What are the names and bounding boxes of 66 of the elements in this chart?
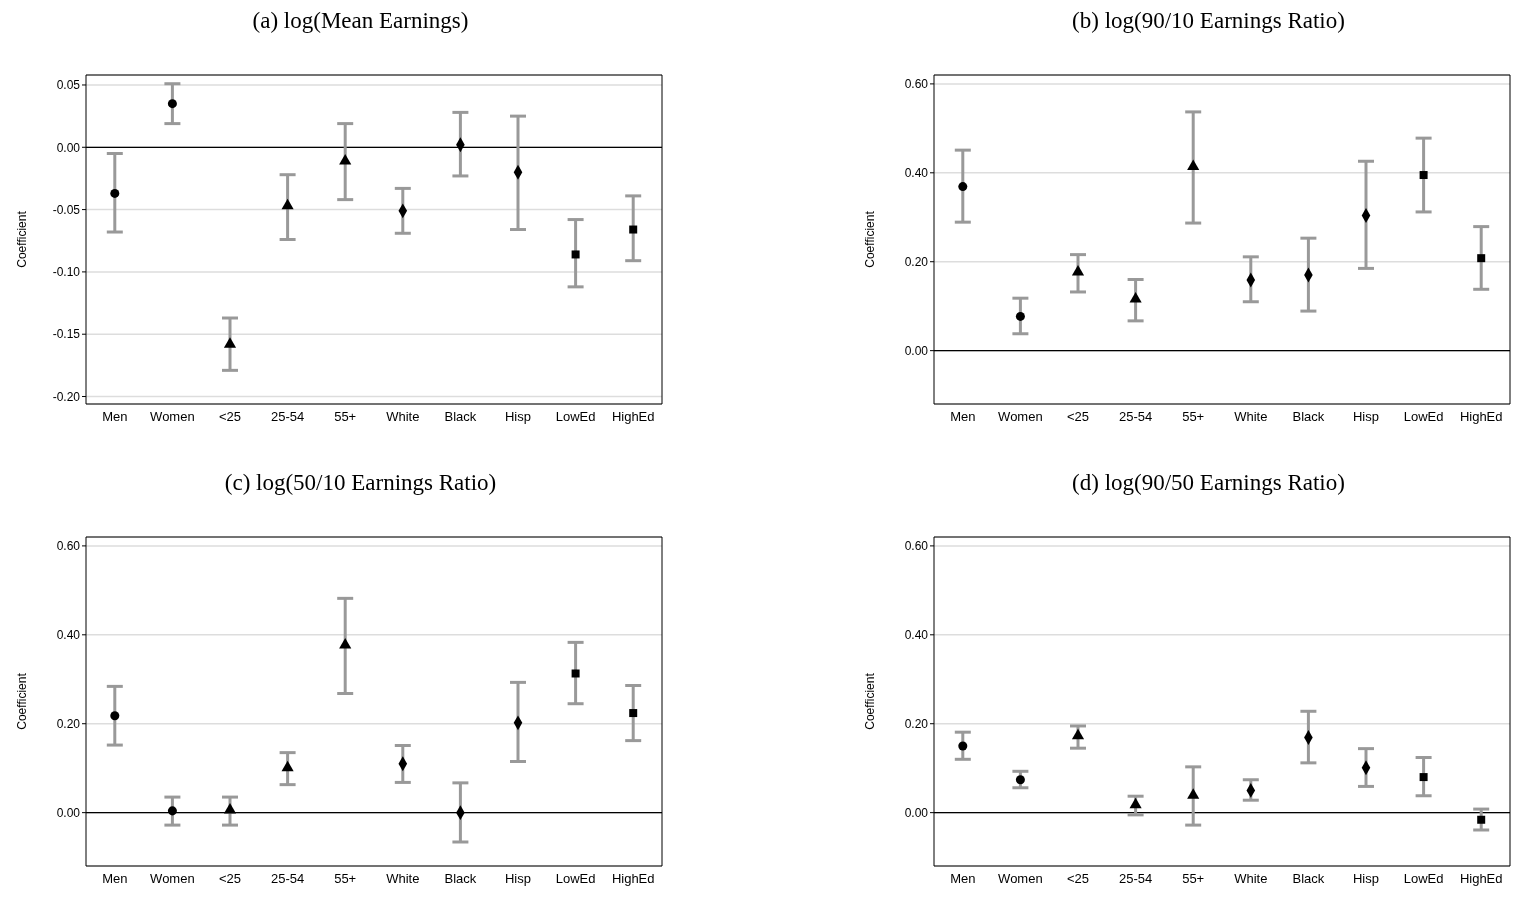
x-tick-label: Hisp bbox=[504, 871, 532, 887]
x-tick-label: HighEd bbox=[1459, 409, 1503, 425]
x-tick-label: 55+ bbox=[334, 871, 357, 887]
y-tick-label: 0.60 bbox=[904, 539, 929, 554]
x-tick-label: Hisp bbox=[504, 409, 532, 425]
x-tick-label: 25-54 bbox=[1118, 871, 1153, 887]
x-tick-label: <25 bbox=[1066, 871, 1090, 887]
x-tick-label: HighEd bbox=[611, 409, 655, 425]
y-tick-label: 0.40 bbox=[56, 628, 81, 643]
y-tick-label: -0.20 bbox=[52, 389, 81, 404]
y-tick-label: 0.00 bbox=[56, 805, 81, 820]
x-tick-label: 55+ bbox=[334, 409, 357, 425]
x-tick-label: Hisp bbox=[1352, 871, 1380, 887]
y-tick-label: 0.05 bbox=[56, 78, 81, 93]
x-tick-label: Men bbox=[102, 871, 128, 887]
y-tick-label: 0.00 bbox=[56, 140, 81, 155]
x-tick-label: Men bbox=[102, 409, 128, 425]
x-tick-label: White bbox=[1234, 871, 1268, 887]
y-tick-label: -0.10 bbox=[52, 265, 81, 280]
x-tick-label: Black bbox=[444, 409, 477, 425]
x-tick-label: <25 bbox=[1066, 409, 1090, 425]
x-tick-label: HighEd bbox=[611, 871, 655, 887]
chart-title: (a) log(Mean Earnings) bbox=[251, 8, 470, 35]
x-tick-label: Women bbox=[998, 409, 1043, 425]
chart-title: (d) log(90/50 Earnings Ratio) bbox=[1071, 470, 1346, 497]
x-tick-label: <25 bbox=[218, 409, 242, 425]
y-axis-title: Coefficient bbox=[863, 672, 878, 730]
y-axis-title: Coefficient bbox=[15, 210, 30, 268]
y-tick-label: 0.60 bbox=[904, 77, 929, 92]
y-tick-label: 0.60 bbox=[56, 539, 81, 554]
y-tick-label: 0.20 bbox=[904, 716, 929, 731]
x-tick-label: 25-54 bbox=[1118, 409, 1153, 425]
y-axis-title: Coefficient bbox=[15, 672, 30, 730]
y-tick-label: -0.15 bbox=[52, 327, 81, 342]
x-tick-label: 25-54 bbox=[270, 871, 305, 887]
x-tick-label: Men bbox=[950, 871, 976, 887]
y-tick-label: 0.40 bbox=[904, 628, 929, 643]
x-tick-label: 25-54 bbox=[270, 409, 305, 425]
x-tick-label: LowEd bbox=[1403, 871, 1444, 887]
x-tick-label: Women bbox=[150, 409, 195, 425]
x-tick-label: 55+ bbox=[1182, 409, 1205, 425]
x-tick-label: 55+ bbox=[1182, 871, 1205, 887]
x-tick-label: Black bbox=[1292, 409, 1325, 425]
x-tick-label: White bbox=[386, 409, 420, 425]
x-tick-label: Women bbox=[998, 871, 1043, 887]
x-tick-label: Black bbox=[1292, 871, 1325, 887]
x-tick-label: White bbox=[386, 871, 420, 887]
x-tick-label: HighEd bbox=[1459, 871, 1503, 887]
y-axis-title: Coefficient bbox=[863, 210, 878, 268]
y-tick-label: 0.40 bbox=[904, 166, 929, 181]
y-tick-label: 0.20 bbox=[56, 716, 81, 731]
x-tick-label: Women bbox=[150, 871, 195, 887]
chart-title: (c) log(50/10 Earnings Ratio) bbox=[223, 470, 498, 497]
x-tick-label: Men bbox=[950, 409, 976, 425]
x-tick-label: White bbox=[1234, 409, 1268, 425]
y-tick-label: 0.00 bbox=[904, 805, 929, 820]
x-tick-label: Hisp bbox=[1352, 409, 1380, 425]
x-tick-label: LowEd bbox=[555, 871, 596, 887]
y-tick-label: -0.05 bbox=[52, 202, 81, 217]
x-tick-label: <25 bbox=[218, 871, 242, 887]
x-tick-label: LowEd bbox=[1403, 409, 1444, 425]
chart-title: (b) log(90/10 Earnings Ratio) bbox=[1071, 8, 1346, 35]
y-tick-label: 0.20 bbox=[904, 254, 929, 269]
x-tick-label: Black bbox=[444, 871, 477, 887]
x-tick-label: LowEd bbox=[555, 409, 596, 425]
y-tick-label: 0.00 bbox=[904, 343, 929, 358]
